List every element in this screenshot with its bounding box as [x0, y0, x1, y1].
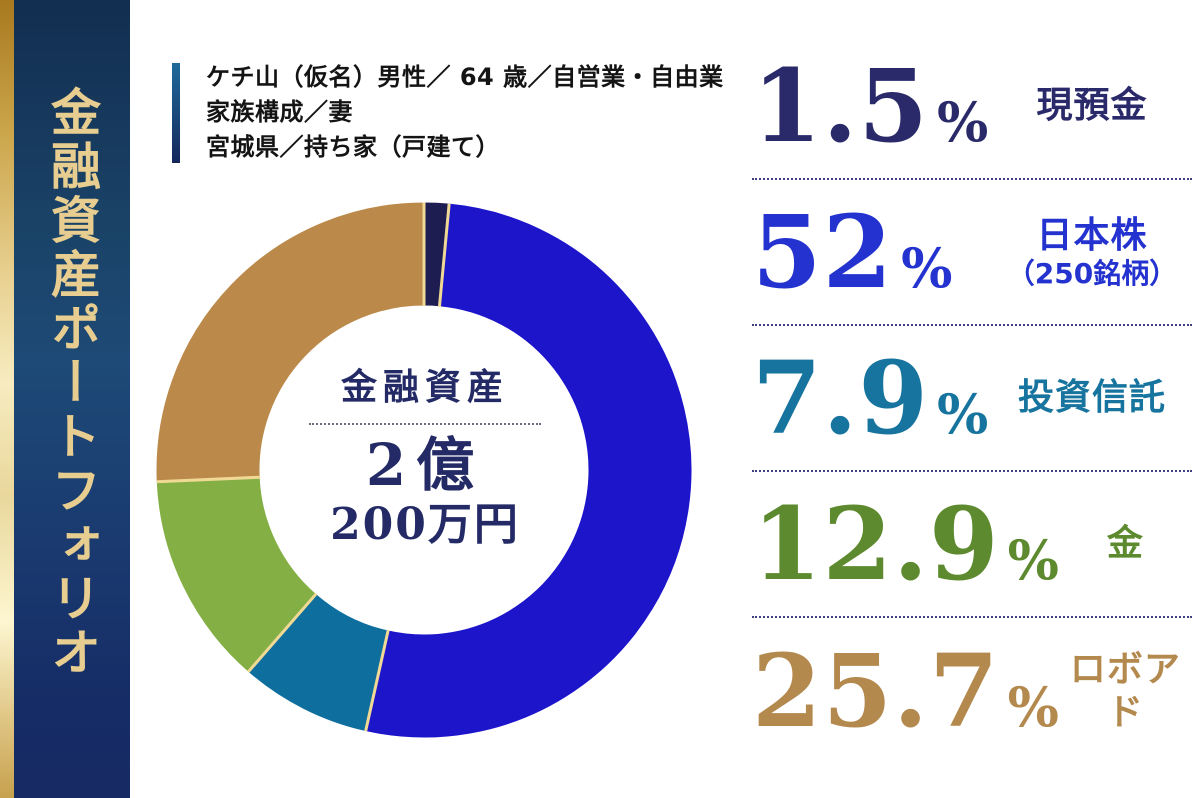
- segment-separator: [437, 203, 451, 307]
- legend-row-cash: 1.5 % 現預金: [752, 34, 1192, 180]
- funds-percent-value: 7.9: [752, 339, 929, 457]
- segment-separator: [247, 592, 318, 673]
- jp-stocks-label: 日本株: [1036, 215, 1148, 257]
- profile-line-3: 宮城県／持ち家（戸建て）: [206, 133, 500, 161]
- profile-accent-bar: [172, 63, 180, 163]
- jp-stocks-percent-unit: %: [901, 236, 953, 300]
- gold-percent-unit: %: [1007, 528, 1059, 592]
- jp-stocks-percent-value: 52: [752, 193, 894, 311]
- legend-row-gold: 12.9 % 金: [752, 472, 1192, 618]
- profile-line-1: ケチ山（仮名）男性／ 64 歳／自営業・自由業: [206, 63, 724, 91]
- cash-label: 現預金: [1036, 85, 1148, 127]
- donut-center-label: 金融資産: [340, 366, 509, 408]
- gold-accent-strip: [0, 0, 14, 798]
- donut-center-value-sub: 200万円: [330, 498, 520, 550]
- legend-row-funds: 7.9 % 投資信託: [752, 326, 1192, 472]
- profile-block: ケチ山（仮名）男性／ 64 歳／自営業・自由業 家族構成／妻 宮城県／持ち家（戸…: [172, 60, 732, 165]
- jp-stocks-sub-label: （250銘柄）: [1006, 256, 1178, 290]
- page-title: 金融資産ポートフォリオ: [43, 86, 102, 680]
- legend-row-jp-stocks: 52 % 日本株 （250銘柄）: [752, 180, 1192, 326]
- sidebar-panel: [14, 0, 130, 798]
- center-dotted-divider: [309, 423, 541, 425]
- donut-segment: [365, 203, 692, 738]
- profile-line-2: 家族構成／妻: [206, 98, 353, 126]
- roboadvisor-percent-unit: %: [1007, 675, 1059, 739]
- gold-percent-value: 12.9: [752, 485, 1000, 603]
- sidebar: 金融資産ポートフォリオ: [0, 0, 130, 798]
- roboadvisor-label: ロボアド: [1069, 648, 1181, 733]
- segment-separator: [156, 475, 261, 484]
- donut-segment: [156, 202, 425, 483]
- segment-separator: [364, 629, 390, 732]
- donut-center-text: 金融資産 2億 200万円: [264, 358, 586, 578]
- funds-label: 投資信託: [1017, 377, 1166, 419]
- legend: 1.5 % 現預金 52 % 日本株 （250銘柄） 7.9 % 投資信託 12…: [752, 34, 1192, 764]
- cash-percent-unit: %: [936, 90, 989, 154]
- donut-center-value: 2億: [365, 431, 485, 499]
- donut-svg: [156, 202, 692, 738]
- roboadvisor-percent-value: 25.7: [752, 632, 1000, 750]
- donut-chart: [144, 190, 704, 750]
- gold-label: 金: [1106, 523, 1144, 565]
- funds-percent-unit: %: [936, 382, 989, 446]
- legend-row-roboadvisor: 25.7 % ロボアド: [752, 618, 1192, 764]
- cash-percent-value: 1.5: [752, 47, 929, 165]
